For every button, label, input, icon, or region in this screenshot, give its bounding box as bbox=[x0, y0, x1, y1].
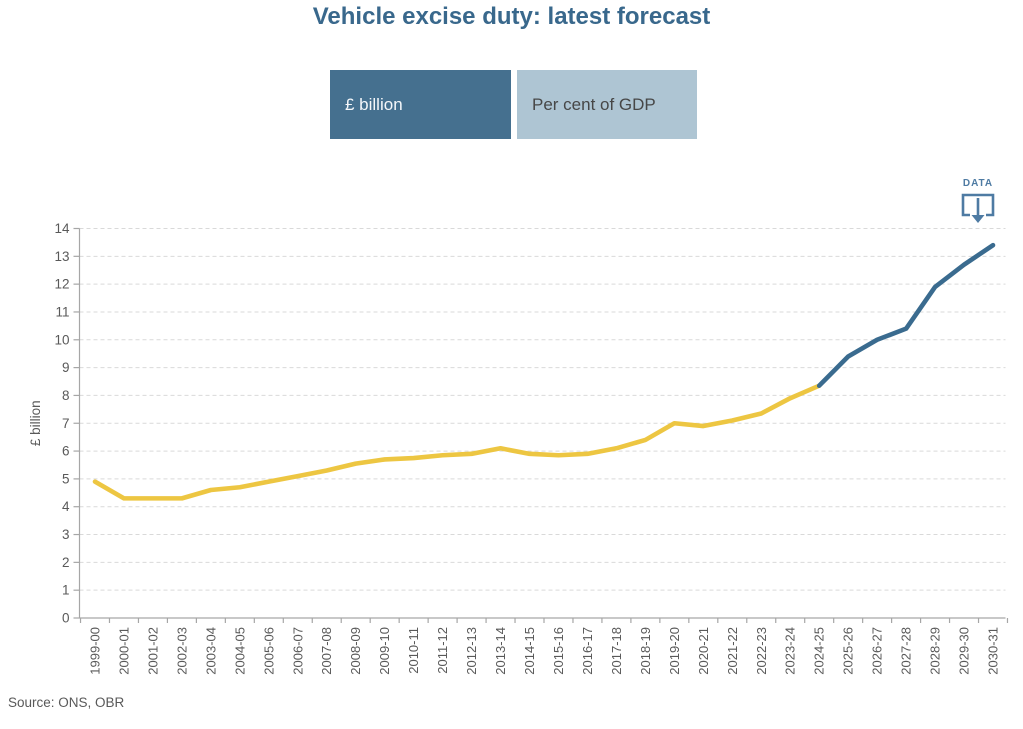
x-tick-label: 2007-08 bbox=[319, 627, 334, 675]
x-tick-label: 2001-02 bbox=[145, 627, 160, 675]
x-tick-label: 2014-15 bbox=[522, 627, 537, 675]
y-tick-label: 5 bbox=[62, 471, 70, 486]
y-tick-label: 4 bbox=[62, 499, 70, 514]
data-download-button[interactable]: DATA bbox=[955, 178, 1001, 228]
y-tick-label: 12 bbox=[54, 277, 69, 292]
x-tick-label: 2019-20 bbox=[667, 627, 682, 675]
x-tick-label: 2020-21 bbox=[696, 627, 711, 675]
x-tick-labels: 1999-00 2000-01 2001-02 2002-03 2003-04 2004-… bbox=[88, 627, 1001, 675]
x-tick-label: 2002-03 bbox=[174, 627, 189, 675]
x-tick-label: 2026-27 bbox=[870, 627, 885, 675]
x-tick-label: 2015-16 bbox=[551, 627, 566, 675]
x-tick-label: 2030-31 bbox=[986, 627, 1001, 675]
x-tick-label: 2017-18 bbox=[609, 627, 624, 675]
x-tick-label: 2021-22 bbox=[725, 627, 740, 675]
x-tick-label: 2009-10 bbox=[377, 627, 392, 675]
x-tick-label: 2005-06 bbox=[261, 627, 276, 675]
x-tick-label: 2028-29 bbox=[928, 627, 943, 675]
gridlines bbox=[79, 228, 1006, 591]
y-tick-label: 6 bbox=[62, 444, 70, 459]
x-tick-label: 2029-30 bbox=[957, 627, 972, 675]
x-tick-label: 2008-09 bbox=[348, 627, 363, 675]
tab-per-cent-of-gdp[interactable]: Per cent of GDP bbox=[517, 70, 697, 139]
x-tick-label: 2003-04 bbox=[203, 627, 218, 675]
y-tick-label: 3 bbox=[62, 527, 70, 542]
data-download-label: DATA bbox=[962, 178, 994, 189]
y-tick-label: 8 bbox=[62, 388, 70, 403]
y-tick-label: 14 bbox=[54, 221, 70, 236]
y-tick-label: 10 bbox=[54, 332, 69, 347]
tab-per-cent-of-gdp-label: Per cent of GDP bbox=[532, 94, 656, 114]
y-axis-title: £ billion bbox=[28, 400, 43, 446]
y-tick-label: 13 bbox=[54, 249, 69, 264]
x-tick-label: 2000-01 bbox=[116, 627, 131, 675]
x-tick-label: 2018-19 bbox=[638, 627, 653, 675]
x-tick-label: 2006-07 bbox=[290, 627, 305, 675]
y-tick-label: 1 bbox=[62, 583, 70, 598]
page-title: Vehicle excise duty: latest forecast bbox=[312, 3, 711, 30]
tab-pound-billion[interactable]: £ billion bbox=[330, 70, 511, 139]
x-tick-label: 2011-12 bbox=[435, 627, 450, 674]
x-tick-label: 1999-00 bbox=[88, 627, 103, 675]
x-tick-label: 2010-11 bbox=[406, 627, 421, 674]
x-tick-label: 2025-26 bbox=[841, 627, 856, 675]
source-note: Source: ONS, OBR bbox=[8, 695, 125, 710]
y-tick-label: 0 bbox=[62, 611, 70, 626]
x-tick-label: 2004-05 bbox=[232, 627, 247, 675]
y-tick-label: 7 bbox=[62, 416, 70, 431]
series-outturn bbox=[92, 383, 822, 501]
x-tick-label: 2016-17 bbox=[580, 627, 595, 675]
y-tick-label: 9 bbox=[62, 360, 70, 375]
y-tick-label: 11 bbox=[55, 304, 69, 319]
x-tick-label: 2012-13 bbox=[464, 627, 479, 675]
x-tick-label: 2024-25 bbox=[812, 627, 827, 675]
download-icon bbox=[961, 193, 995, 223]
tab-pound-billion-label: £ billion bbox=[345, 94, 403, 114]
series-forecast bbox=[816, 242, 996, 388]
x-tick-label: 2013-14 bbox=[493, 627, 508, 675]
y-tick-label: 2 bbox=[62, 555, 70, 570]
x-tick-label: 2023-24 bbox=[783, 627, 798, 675]
x-tick-label: 2022-23 bbox=[754, 627, 769, 675]
x-tick-label: 2027-28 bbox=[899, 627, 914, 675]
